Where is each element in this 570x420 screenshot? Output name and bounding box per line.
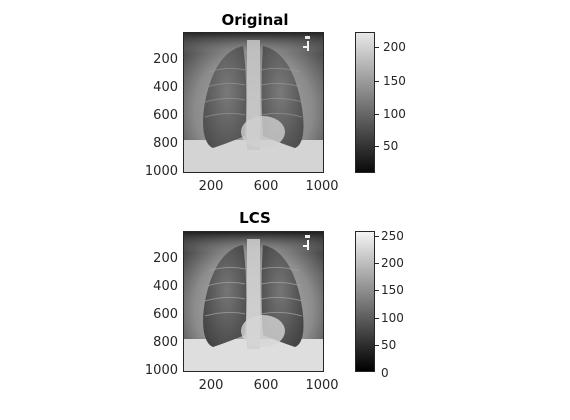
x-tick-label: 200 [198, 378, 224, 393]
x-tick-label: 600 [253, 179, 279, 194]
colorbar-tick-label: 250 [381, 229, 404, 243]
y-tick-label: 600 [153, 108, 178, 123]
xray-image-lcs [183, 231, 324, 372]
colorbar-tick [375, 290, 379, 291]
y-tick-label: 800 [153, 136, 178, 151]
colorbar-tick [375, 345, 379, 346]
y-tick-label: 1000 [144, 164, 178, 179]
colorbar-tick-label: 150 [381, 283, 404, 297]
xray-image-original [183, 32, 324, 173]
xray-drawing-lcs [183, 231, 324, 372]
y-tick-label: 400 [153, 279, 178, 294]
x-tick-label: 1000 [305, 179, 339, 194]
colorbar-tick-label: 0 [381, 366, 389, 380]
y-tick-label: 1000 [144, 363, 178, 378]
y-tick-label: 200 [153, 251, 178, 266]
x-tick-label: 600 [253, 378, 279, 393]
colorbar-tick-label: 50 [383, 139, 399, 153]
colorbar-tick [375, 318, 379, 319]
x-tick-label: 1000 [305, 378, 339, 393]
colorbar-tick-label: 150 [383, 74, 406, 88]
colorbar-lcs [355, 231, 375, 372]
colorbar-original [355, 32, 375, 173]
colorbar-tick-label: 50 [381, 338, 397, 352]
panel-title-original: Original [221, 11, 289, 29]
colorbar-tick [375, 114, 379, 115]
colorbar-tick-label: 100 [383, 107, 406, 121]
colorbar-tick [375, 81, 379, 82]
colorbar-tick-label: 200 [381, 256, 404, 270]
y-tick-label: 600 [153, 307, 178, 322]
colorbar-tick [375, 47, 379, 48]
y-tick-label: 800 [153, 335, 178, 350]
colorbar-tick [375, 263, 379, 264]
colorbar-tick [375, 146, 379, 147]
xray-drawing-original [183, 32, 324, 173]
colorbar-tick-label: 200 [383, 40, 406, 54]
panel-title-lcs: LCS [239, 209, 271, 227]
colorbar-tick [375, 236, 379, 237]
y-tick-label: 200 [153, 52, 178, 67]
colorbar-tick-label: 100 [381, 311, 404, 325]
x-tick-label: 200 [198, 179, 224, 194]
y-tick-label: 400 [153, 80, 178, 95]
